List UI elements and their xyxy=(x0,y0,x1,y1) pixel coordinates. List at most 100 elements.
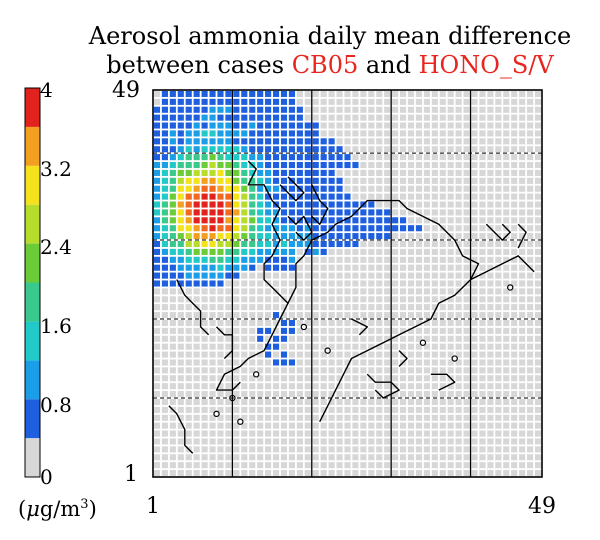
grid-cell xyxy=(233,430,240,437)
grid-cell xyxy=(233,422,240,429)
grid-cell xyxy=(185,359,192,366)
grid-cell xyxy=(344,90,351,97)
grid-cell xyxy=(177,351,184,358)
grid-cell xyxy=(415,454,423,461)
grid-cell xyxy=(320,154,327,161)
grid-cell xyxy=(487,209,494,216)
grid-cell xyxy=(265,351,272,358)
grid-cell xyxy=(296,327,303,334)
grid-cell xyxy=(368,335,375,342)
grid-cell xyxy=(296,209,303,216)
grid-cell xyxy=(471,438,478,445)
grid-cell xyxy=(431,327,438,334)
grid-cell xyxy=(185,343,192,350)
grid-cell xyxy=(352,98,359,105)
grid-cell xyxy=(193,169,200,176)
grid-cell xyxy=(233,288,240,295)
grid-cell xyxy=(257,304,264,311)
grid-cell xyxy=(360,398,367,406)
grid-cell xyxy=(320,343,327,350)
grid-cell xyxy=(257,343,264,350)
grid-cell xyxy=(272,169,280,176)
grid-cell xyxy=(519,383,526,390)
grid-cell xyxy=(503,446,510,453)
grid-cell xyxy=(447,406,454,413)
grid-cell xyxy=(209,193,216,200)
grid-cell xyxy=(400,169,407,176)
grid-cell xyxy=(495,430,502,437)
grid-cell xyxy=(527,122,534,129)
grid-cell xyxy=(527,391,534,398)
grid-cell xyxy=(511,201,518,208)
grid-cell xyxy=(400,177,407,184)
grid-cell xyxy=(161,351,168,358)
grid-cell xyxy=(415,288,423,295)
grid-cell xyxy=(153,462,161,469)
grid-cell xyxy=(288,375,295,382)
grid-cell xyxy=(153,209,161,216)
grid-cell xyxy=(447,240,454,248)
chart-title: Aerosol ammonia daily mean difference be… xyxy=(60,22,600,80)
grid-cell xyxy=(447,327,454,334)
grid-cell xyxy=(423,264,430,271)
grid-cell xyxy=(280,304,288,311)
grid-cell xyxy=(479,438,486,445)
grid-cell xyxy=(161,146,168,153)
grid-cell xyxy=(487,217,494,224)
grid-cell xyxy=(447,280,454,287)
grid-cell xyxy=(479,430,486,437)
grid-cell xyxy=(447,454,454,461)
grid-cell xyxy=(201,422,208,429)
grid-cell xyxy=(320,391,327,398)
grid-cell xyxy=(360,209,367,216)
grid-cell xyxy=(328,470,335,477)
grid-cell xyxy=(455,327,462,334)
grid-cell xyxy=(447,248,454,255)
grid-cell xyxy=(280,319,288,327)
grid-cell xyxy=(534,335,542,342)
grid-cell xyxy=(241,406,248,413)
grid-cell xyxy=(479,106,486,113)
grid-cell xyxy=(217,375,224,382)
grid-cell xyxy=(249,272,256,279)
grid-cell xyxy=(320,312,327,319)
grid-cell xyxy=(392,209,399,216)
grid-cell xyxy=(161,367,168,374)
grid-cell xyxy=(511,169,518,176)
grid-cell xyxy=(519,288,526,295)
grid-cell xyxy=(447,256,454,263)
grid-cell xyxy=(296,146,303,153)
grid-cell xyxy=(376,438,383,445)
grid-cell xyxy=(503,154,510,161)
grid-cell xyxy=(153,248,161,255)
grid-cell xyxy=(312,114,319,121)
grid-cell xyxy=(344,296,351,303)
grid-cell xyxy=(455,122,462,129)
grid-cell xyxy=(487,327,494,334)
grid-cell xyxy=(368,177,375,184)
grid-cell xyxy=(471,327,478,334)
grid-cell xyxy=(471,375,478,382)
grid-cell xyxy=(249,256,256,263)
grid-cell xyxy=(447,462,454,469)
grid-cell xyxy=(527,304,534,311)
grid-cell xyxy=(527,335,534,342)
grid-cell xyxy=(495,225,502,232)
grid-cell xyxy=(471,367,478,374)
grid-cell xyxy=(384,209,391,216)
grid-cell xyxy=(463,154,470,161)
grid-cell xyxy=(415,161,423,169)
grid-cell xyxy=(471,248,478,255)
grid-cell xyxy=(447,217,454,224)
grid-cell xyxy=(431,225,438,232)
grid-cell xyxy=(249,359,256,366)
grid-cell xyxy=(519,169,526,176)
grid-cell xyxy=(336,264,343,271)
grid-cell xyxy=(169,438,176,445)
grid-cell xyxy=(415,209,423,216)
grid-cell xyxy=(280,209,288,216)
grid-cell xyxy=(257,335,264,342)
grid-cell xyxy=(288,438,295,445)
grid-cell xyxy=(463,406,470,413)
grid-cell xyxy=(519,375,526,382)
